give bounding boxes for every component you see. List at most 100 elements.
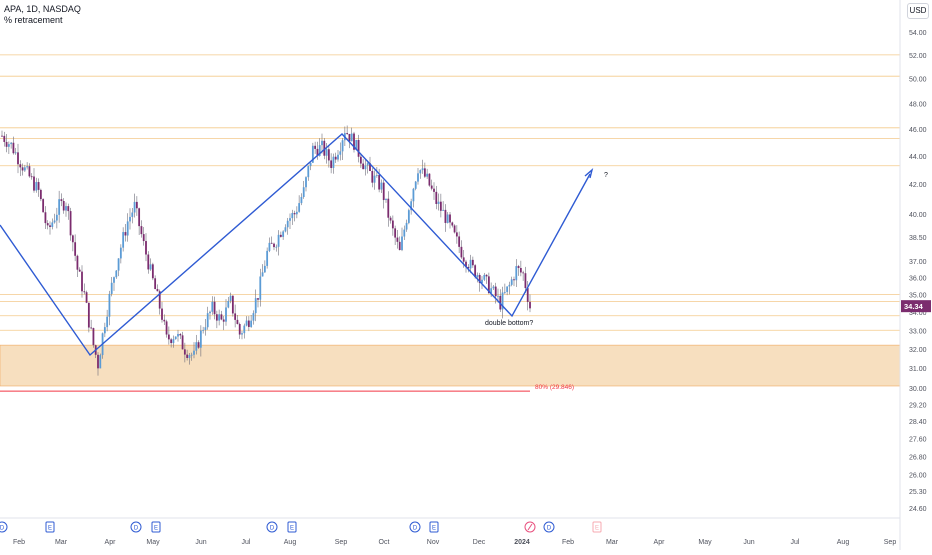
candle <box>449 211 451 229</box>
pattern-lines <box>0 133 594 357</box>
candle <box>405 219 408 232</box>
y-tick-label: 33.00 <box>909 328 927 335</box>
candle-body <box>362 163 365 170</box>
candle <box>517 264 520 276</box>
candle <box>398 236 401 251</box>
candle-body <box>460 246 463 258</box>
candle-body <box>42 199 45 213</box>
y-tick-label: 40.00 <box>909 212 927 219</box>
candle <box>195 334 198 355</box>
indicator-label[interactable]: % retracement <box>4 15 63 25</box>
candle-body <box>405 222 408 230</box>
candle-body <box>284 227 287 232</box>
candle-body <box>234 313 237 320</box>
candle-body <box>140 226 143 235</box>
x-tick-label: Jun <box>743 539 754 546</box>
y-tick-label: 31.00 <box>909 366 927 373</box>
candle-body <box>222 319 225 322</box>
candle-body <box>46 223 49 226</box>
candle-body <box>426 173 429 177</box>
candle <box>206 306 209 330</box>
candle <box>135 196 138 216</box>
candle-body <box>108 293 111 317</box>
candle <box>122 227 125 252</box>
candle-body <box>286 220 289 228</box>
candle <box>10 142 13 149</box>
candle <box>17 143 19 174</box>
candle <box>334 152 337 163</box>
candle <box>382 179 385 209</box>
candle-body <box>359 156 362 164</box>
candle-body <box>7 144 10 147</box>
candle <box>257 298 259 308</box>
earnings-marker-label: E <box>290 526 294 532</box>
candle-body <box>39 189 42 200</box>
candle <box>241 330 243 340</box>
candle-body <box>236 319 239 324</box>
candle <box>273 242 275 251</box>
candle-body <box>106 316 109 328</box>
candle-body <box>314 145 317 149</box>
x-tick-label: Apr <box>654 539 666 546</box>
candle <box>49 221 51 235</box>
candle <box>14 147 17 155</box>
candle-body <box>81 271 83 292</box>
candle <box>364 159 367 176</box>
candle <box>167 326 170 345</box>
candle <box>204 318 207 336</box>
candle-body <box>177 334 179 337</box>
candle <box>165 319 168 338</box>
candle <box>471 256 474 268</box>
currency-button[interactable]: USD <box>907 3 929 19</box>
candle <box>387 191 390 227</box>
candle-body <box>357 139 360 157</box>
candle-body <box>225 307 227 322</box>
candle-body <box>273 243 275 248</box>
candle-body <box>167 334 170 340</box>
candle-body <box>76 255 79 270</box>
candle <box>46 220 49 230</box>
candle <box>508 281 511 295</box>
candle <box>391 215 394 236</box>
candle <box>243 323 246 339</box>
candle <box>183 342 186 363</box>
candle <box>316 141 319 160</box>
candle <box>263 260 266 273</box>
candle <box>145 233 147 262</box>
candle-body <box>476 274 479 278</box>
candle <box>453 224 456 234</box>
dividend-marker-label: D <box>413 526 418 532</box>
candle-body <box>33 176 35 191</box>
candle-body <box>188 355 191 358</box>
candle-body <box>305 177 307 188</box>
candle <box>529 294 531 313</box>
candle-body <box>481 279 483 284</box>
dividend-marker <box>543 521 555 533</box>
candle <box>231 295 234 317</box>
candle-body <box>529 301 531 309</box>
dividend-marker-label: D <box>134 526 139 532</box>
candle-body <box>279 234 282 237</box>
candle <box>266 247 269 269</box>
candle-body <box>451 222 454 226</box>
symbol-title[interactable]: APA, 1D, NASDAQ <box>4 4 81 14</box>
candle-body <box>412 188 415 202</box>
candle-body <box>197 342 200 348</box>
x-tick-label: Aug <box>837 539 850 546</box>
candle-body <box>165 321 168 335</box>
candle-body <box>67 206 70 212</box>
candle <box>289 213 291 229</box>
candle <box>499 289 502 312</box>
candle <box>435 185 438 210</box>
candle-body <box>510 279 513 285</box>
candle <box>492 285 495 290</box>
y-tick-label: 38.50 <box>909 235 927 242</box>
candle-body <box>282 231 285 237</box>
candle <box>245 316 248 327</box>
candle-body <box>62 201 65 211</box>
candle-body <box>163 319 166 322</box>
candle <box>455 225 458 244</box>
candle <box>65 202 67 217</box>
